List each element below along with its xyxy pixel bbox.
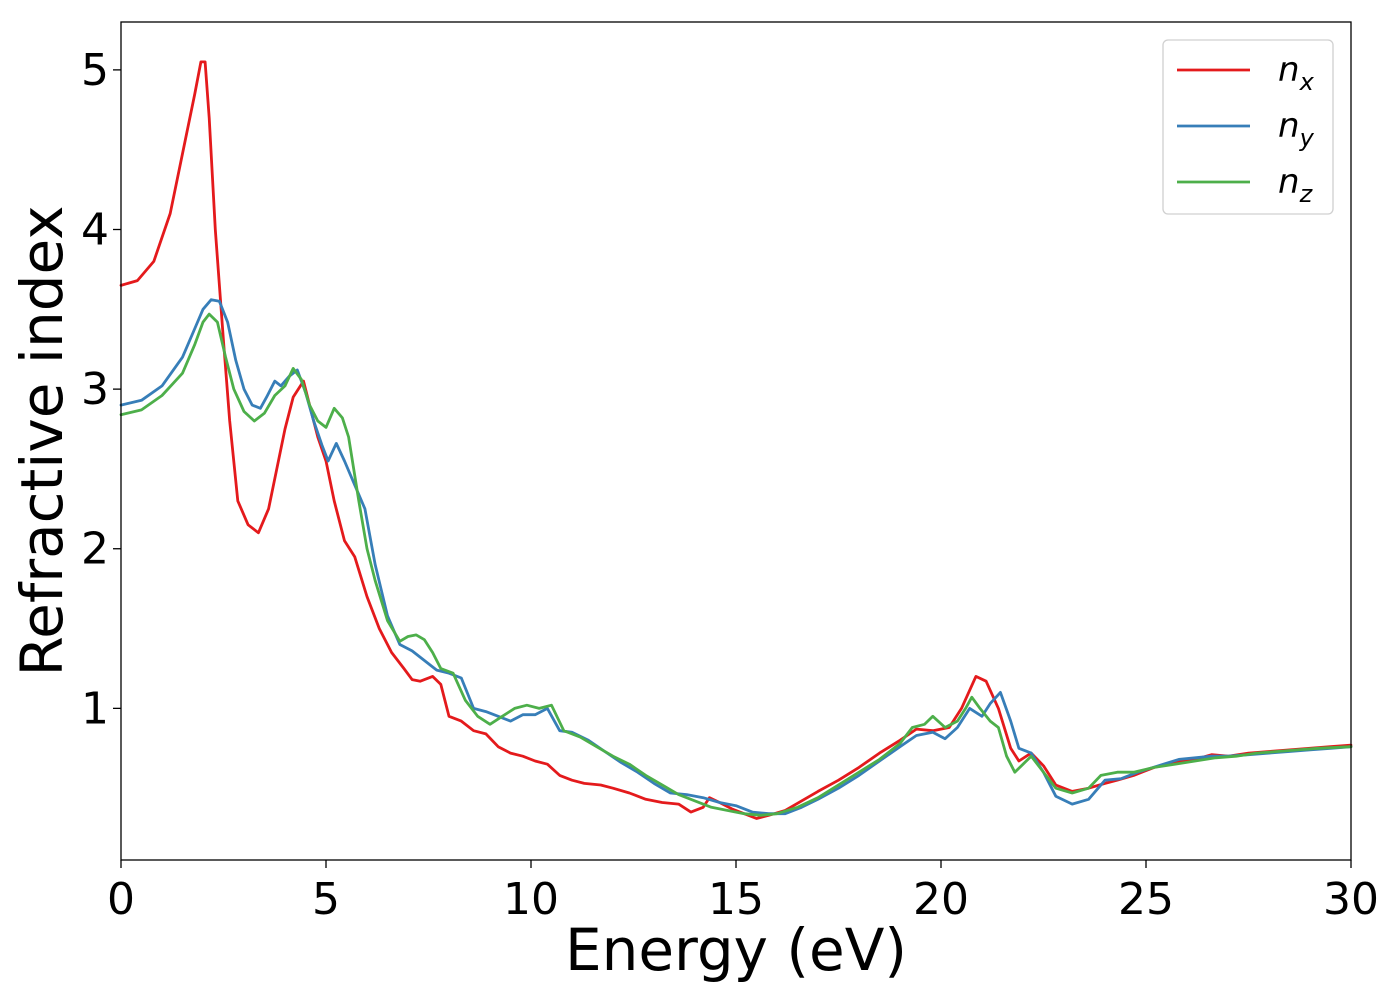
x-axis-ticks: 0 5 10 15 20 25 30 [107,860,1379,925]
y-axis-label: Refractive index [8,205,76,676]
legend-label-n-y: ny [1278,106,1315,152]
series-line-n-z [119,312,1353,817]
y-tick-label: 1 [81,683,109,734]
x-tick-label: 5 [312,874,340,925]
y-tick-label: 5 [81,45,109,96]
plot-area [121,22,1351,860]
legend-label-n-x: nx [1278,50,1315,96]
x-tick-label: 30 [1323,874,1379,925]
series-line-n-y [119,298,1353,816]
x-tick-label: 15 [708,874,764,925]
series-line-n-x [119,60,1353,820]
y-tick-label: 3 [81,364,109,415]
y-tick-label: 2 [81,524,109,575]
x-tick-label: 25 [1118,874,1174,925]
x-tick-label: 10 [503,874,559,925]
y-axis-ticks: 1 2 3 4 5 [81,45,121,734]
legend: nx ny nz [1162,39,1334,215]
x-tick-label: 20 [913,874,969,925]
x-axis-label: Energy (eV) [565,916,907,984]
y-tick-label: 4 [81,205,109,256]
series-layer [119,60,1353,820]
legend-label-n-z: nz [1278,162,1314,208]
x-tick-label: 0 [107,874,135,925]
